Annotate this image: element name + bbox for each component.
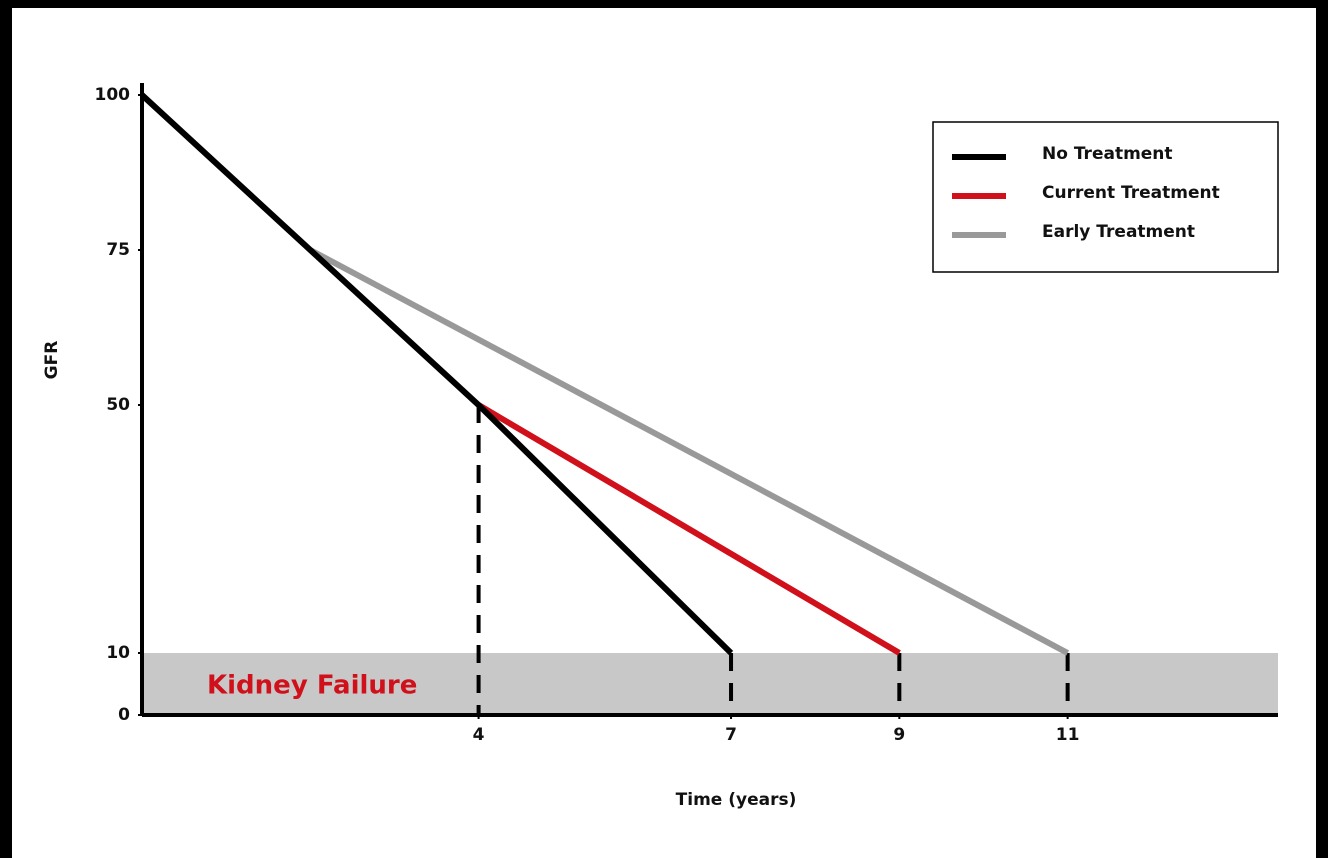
- legend-label: Early Treatment: [1042, 222, 1195, 242]
- series-line: [477, 402, 901, 656]
- y-tick-label: 75: [106, 240, 130, 260]
- y-axis-label: GFR: [42, 341, 62, 380]
- series-line: [139, 92, 734, 656]
- x-tick-label: 11: [1056, 725, 1080, 745]
- y-tick-label: 100: [95, 85, 131, 105]
- legend-label: Current Treatment: [1042, 183, 1220, 203]
- legend-label: No Treatment: [1042, 144, 1173, 164]
- y-tick-label: 50: [106, 395, 130, 415]
- x-tick-label: 4: [473, 725, 485, 745]
- y-tick-label: 10: [106, 643, 130, 663]
- x-tick-label: 7: [725, 725, 737, 745]
- x-axis-label: Time (years): [676, 790, 797, 810]
- series-line: [308, 247, 1070, 656]
- x-tick-label: 9: [893, 725, 905, 745]
- shaded-region: [142, 653, 1278, 715]
- region-label: Kidney Failure: [207, 671, 417, 701]
- y-tick-label: 0: [118, 705, 130, 725]
